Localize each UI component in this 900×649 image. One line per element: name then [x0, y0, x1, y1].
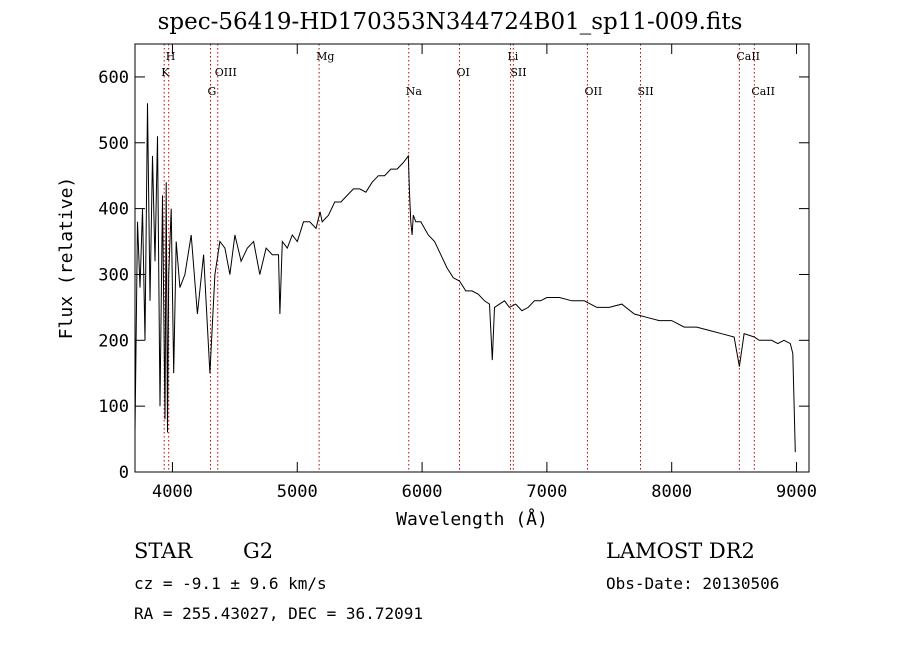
line-marker-label-6: OI	[457, 66, 470, 79]
y-tick-label-5: 500	[98, 134, 129, 154]
y-tick-label-0: 0	[119, 463, 129, 483]
line-marker-label-0: H	[166, 50, 176, 63]
x-tick-label-0: 4000	[152, 482, 193, 502]
y-tick-label-3: 300	[98, 265, 129, 285]
spectrum-line	[134, 103, 796, 453]
x-tick-label-2: 6000	[402, 482, 443, 502]
object-subclass: G2	[243, 539, 274, 563]
survey-name: LAMOST DR2	[606, 539, 755, 563]
line-marker-label-1: K	[161, 66, 170, 79]
y-tick-label-2: 200	[98, 331, 129, 351]
y-tick-label-1: 100	[98, 397, 129, 417]
line-marker-label-10: SII	[638, 85, 654, 98]
x-tick-label-1: 5000	[277, 482, 318, 502]
x-tick-label-5: 9000	[776, 482, 817, 502]
object-class: STAR	[134, 539, 193, 563]
y-tick-label-4: 400	[98, 200, 129, 220]
line-marker-label-8: SII	[510, 66, 526, 79]
line-marker-label-2: OIII	[215, 66, 237, 79]
line-marker-label-11: CaII	[736, 50, 760, 63]
y-axis-label: Flux (relative)	[56, 177, 77, 340]
x-axis-label: Wavelength (Å)	[396, 508, 548, 530]
y-tick-label-6: 600	[98, 68, 129, 88]
chart-title: spec-56419-HD170353N344724B01_sp11-009.f…	[157, 9, 743, 35]
observation-date: Obs-Date: 20130506	[606, 574, 780, 593]
line-marker-label-4: Mg	[316, 50, 334, 63]
coordinates: RA = 255.43027, DEC = 36.72091	[134, 604, 423, 623]
line-marker-label-12: CaII	[751, 85, 775, 98]
redshift-velocity: cz = -9.1 ± 9.6 km/s	[134, 574, 327, 593]
plot-frame	[134, 43, 810, 473]
line-marker-label-3: G	[208, 85, 217, 98]
line-marker-label-5: Na	[406, 85, 423, 98]
line-marker-label-9: OII	[584, 85, 602, 98]
x-tick-label-3: 7000	[526, 482, 567, 502]
x-tick-label-4: 8000	[651, 482, 692, 502]
